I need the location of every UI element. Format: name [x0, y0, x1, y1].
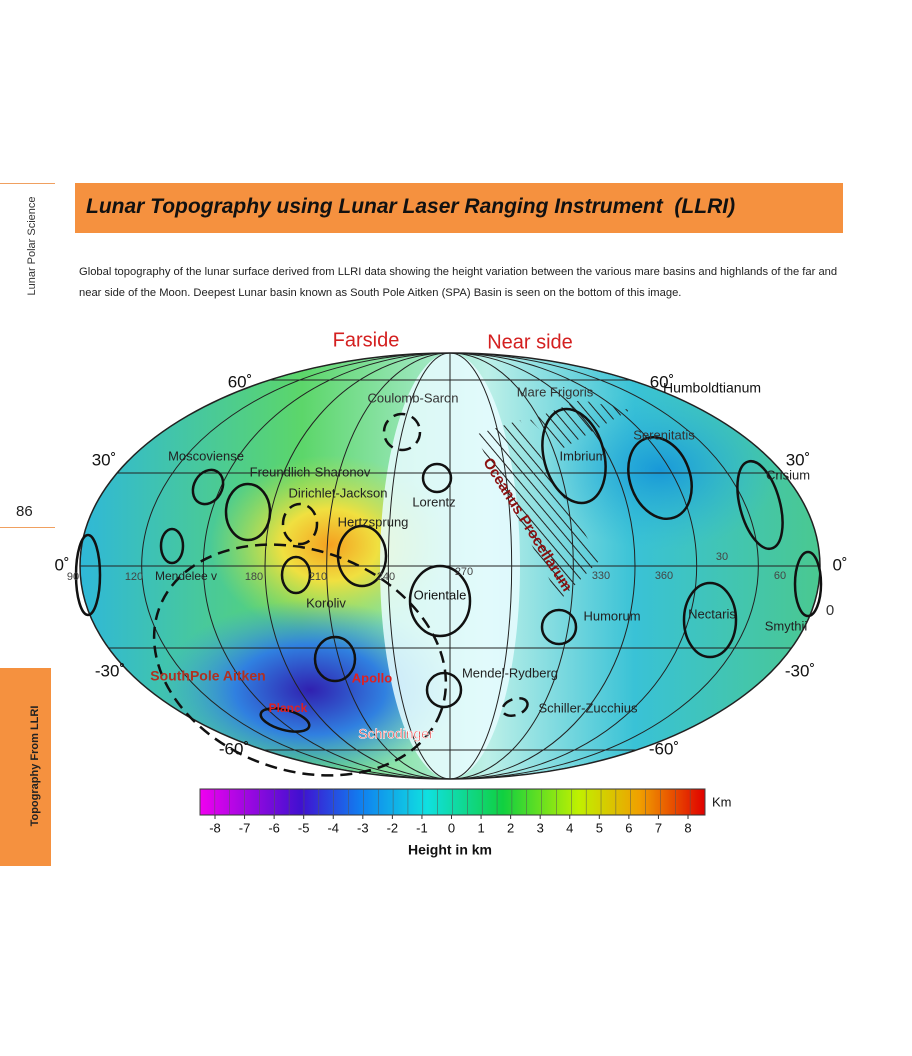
map-label: -60˚ — [649, 739, 679, 758]
map-label: Freundlich-Sharonov — [250, 464, 371, 479]
map-label: Crisium — [766, 467, 810, 482]
colorbar-tick-label: -3 — [357, 820, 369, 835]
map-label: Dirichlet-Jackson — [289, 485, 388, 500]
basin-outline — [191, 468, 225, 506]
map-label: 330 — [592, 570, 610, 582]
basin-outline — [313, 635, 357, 683]
colorbar-tick-label: 2 — [507, 820, 514, 835]
colorbar-tick-label: 8 — [684, 820, 691, 835]
map-label: Imbrium — [560, 448, 607, 463]
basin-outline — [281, 502, 319, 546]
page-number: 86 — [16, 503, 33, 520]
map-label: 210 — [309, 571, 327, 583]
colorbar-unit: Km — [712, 794, 732, 809]
colorbar-title: Height in km — [408, 842, 492, 858]
basin-outline — [421, 462, 453, 494]
colorbar-tick-label: 1 — [477, 820, 484, 835]
basin-outline — [408, 564, 472, 638]
map-label: Planck — [269, 701, 308, 715]
caption: Global topography of the lunar surface d… — [79, 266, 838, 299]
map-label: 0˚ — [832, 555, 847, 574]
header-banner — [75, 183, 843, 233]
map-label: 360 — [655, 570, 673, 582]
colorbar-tick-label: 0 — [448, 820, 455, 835]
map-label: 0 — [826, 602, 834, 619]
map-label: Mendel-Rydberg — [462, 665, 558, 680]
map-label: 60 — [774, 570, 786, 582]
basin-outline — [682, 581, 738, 659]
map-label: Moscoviense — [168, 448, 244, 463]
map-label: -60˚ — [219, 739, 249, 758]
map-label: Apollo — [352, 670, 392, 685]
map-label: 60˚ — [228, 372, 253, 391]
basin-outline — [74, 533, 102, 617]
colorbar-tick-label: -5 — [298, 820, 310, 835]
map-label: 60˚ — [650, 372, 675, 391]
map-label: Farside — [333, 329, 400, 351]
basins — [74, 407, 823, 777]
basin-outline — [159, 527, 185, 565]
colorbar-tick-label: 3 — [537, 820, 544, 835]
basin-outline — [627, 435, 693, 521]
map-label: Koroliv — [306, 595, 346, 610]
header-title: Lunar Topography using Lunar Laser Rangi… — [86, 195, 736, 218]
map-label: Schiller-Zucchius — [539, 700, 638, 715]
colorbar-tick-label: -8 — [209, 820, 221, 835]
colorbar-tick-label: 5 — [596, 820, 603, 835]
map-label: 90 — [67, 571, 79, 583]
basin-outline — [382, 412, 422, 452]
map-label: Schrodinger — [358, 726, 434, 742]
colorbar-tick-label: 4 — [566, 820, 573, 835]
map-label: 240 — [377, 571, 395, 583]
basin-outline — [224, 482, 272, 542]
map-label: 180 — [245, 571, 263, 583]
colorbar-tick-label: -7 — [239, 820, 251, 835]
basin-outline — [541, 407, 607, 505]
map-label: Nectaris — [688, 606, 736, 621]
basin-outline — [259, 707, 311, 733]
map-label: Humorum — [583, 608, 640, 623]
map-label: Humboldtianum — [663, 380, 761, 396]
map-label: 30˚ — [786, 450, 811, 469]
map-label: Smythii — [765, 618, 808, 633]
map-label: 30˚ — [92, 450, 117, 469]
colorbar-tick-label: -4 — [327, 820, 339, 835]
basin-outline — [501, 697, 529, 717]
colorbar-tick-label: -2 — [387, 820, 399, 835]
map-label: -30˚ — [95, 661, 125, 680]
colorbar-tick-label: 6 — [625, 820, 632, 835]
basin-outline — [280, 555, 312, 595]
map-label: Lorentz — [412, 494, 455, 509]
map-label: 270 — [455, 566, 473, 578]
sidebar-rule — [0, 183, 55, 184]
map-label: -30˚ — [785, 661, 815, 680]
page-rule — [0, 527, 55, 528]
section-tab — [0, 668, 51, 866]
map-label: Near side — [487, 331, 573, 353]
map-label: Mendelee v — [155, 569, 217, 583]
map-label: Coulomb-Saron — [367, 390, 458, 405]
colorbar-tick-label: -1 — [416, 820, 428, 835]
basin-outline — [425, 671, 463, 709]
map-label: 120 — [125, 571, 143, 583]
topography — [80, 353, 820, 779]
map-label: 0˚ — [54, 555, 69, 574]
map-label: Mare Frigoris — [517, 384, 594, 399]
colorbar-tick-label: -6 — [268, 820, 280, 835]
map-label: 30 — [716, 551, 728, 563]
map-label: Hertzsprung — [338, 514, 409, 529]
colorbar-tick-label: 7 — [655, 820, 662, 835]
map-label: Orientale — [414, 587, 467, 602]
basin-outline — [152, 543, 448, 777]
basin-outline — [540, 608, 578, 646]
map-label: Serenitatis — [633, 427, 695, 442]
map-label: SouthPole Aitken — [150, 668, 265, 684]
basin-outline — [793, 550, 823, 618]
basin-outline — [736, 459, 784, 551]
